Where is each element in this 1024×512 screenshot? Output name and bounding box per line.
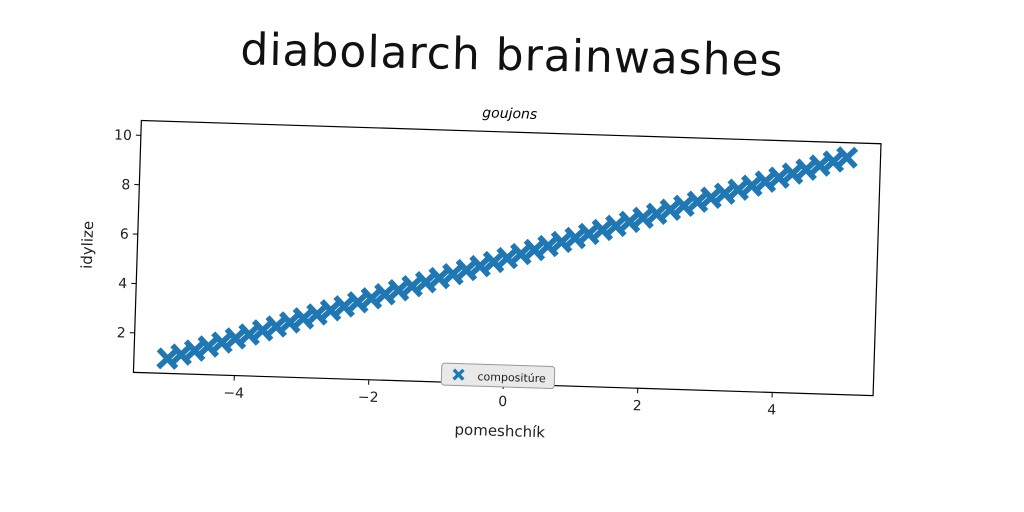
y-tick-label: 10: [114, 127, 132, 144]
y-tick-label: 6: [120, 227, 129, 243]
x-axis-label: pomeshchík: [454, 421, 545, 442]
x-tick-label: 2: [632, 398, 641, 414]
y-axis: 2 4 6 8 10: [114, 127, 141, 342]
y-axis-label: idylize: [78, 221, 97, 270]
y-tick-label: 8: [121, 177, 130, 193]
x-tick-label: −4: [223, 385, 244, 402]
x-tick-label: 4: [767, 402, 776, 418]
data-point: [835, 146, 859, 169]
legend-marker: [452, 368, 465, 381]
legend: compositúre: [440, 362, 556, 390]
y-tick-label: 2: [116, 325, 125, 341]
chart-title: goujons: [482, 105, 537, 123]
x-axis: −4 −2 0 2 4: [223, 375, 776, 419]
legend-box: [440, 362, 556, 390]
y-tick-label: 4: [118, 276, 127, 292]
plot-area: goujons −4 −2 0 2 4 2 4 6 8 10 pomeshchík idyliz…: [78, 105, 882, 442]
legend-label: compositúre: [477, 370, 546, 385]
data-series: [156, 146, 859, 370]
x-tick-label: −2: [358, 389, 379, 406]
x-tick-label: 0: [498, 394, 507, 410]
